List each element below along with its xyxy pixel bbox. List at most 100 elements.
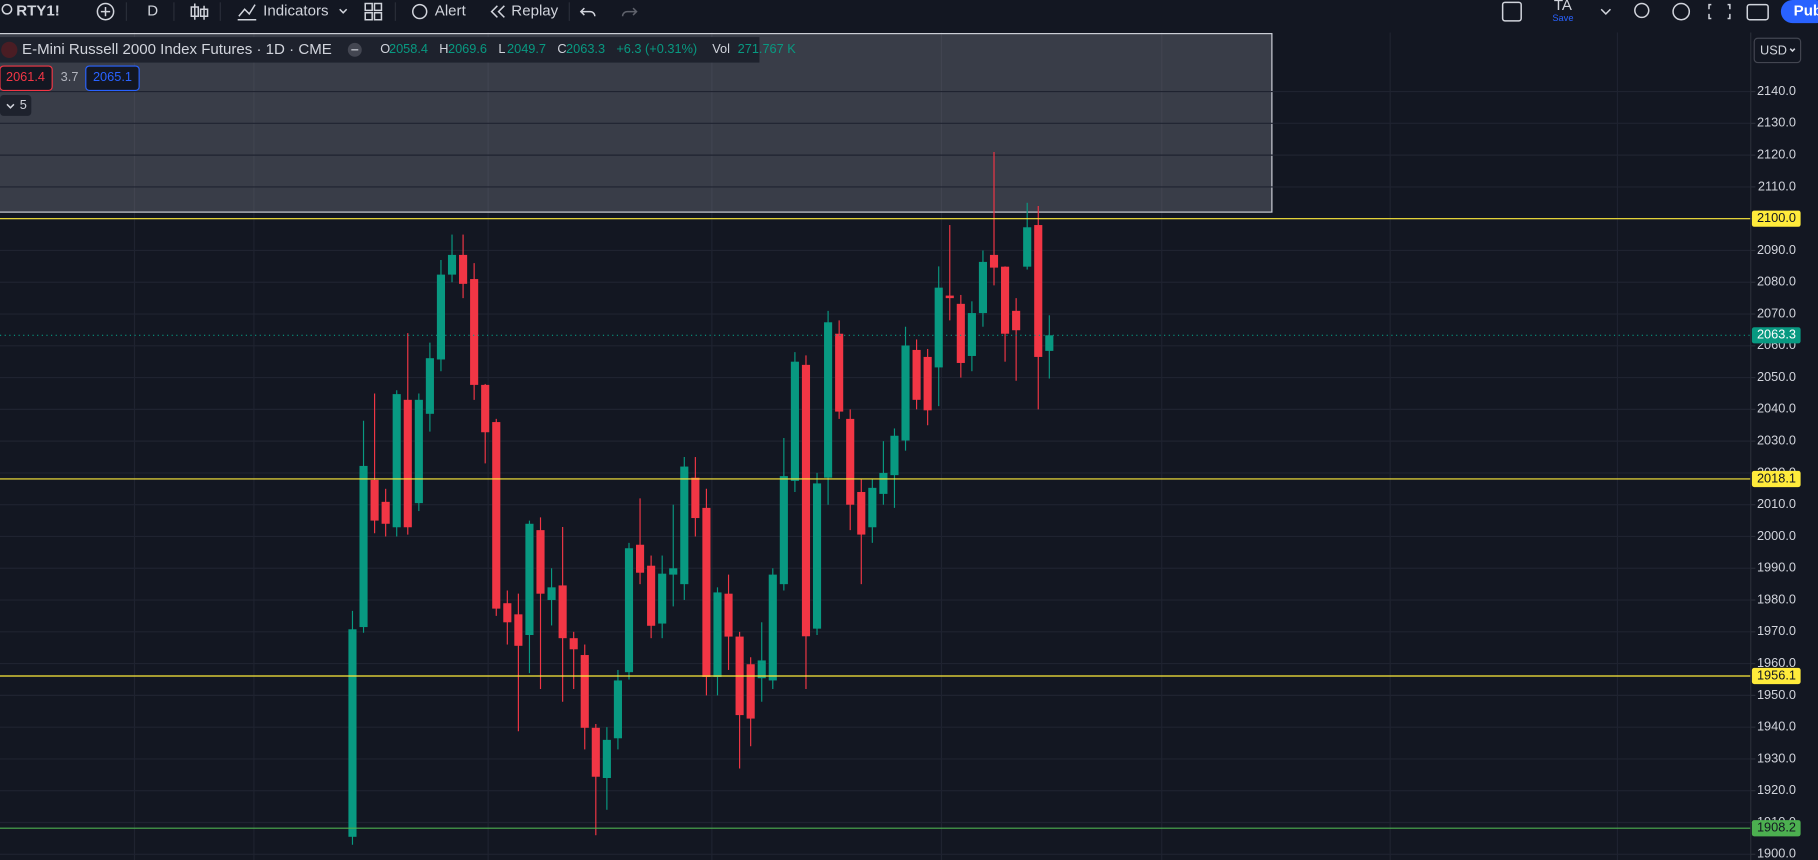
y-tick-label: 1940.0 [1757,719,1796,734]
y-tick-label: 2130.0 [1757,115,1796,130]
candle-body [989,254,999,268]
candle-body [1012,310,1021,331]
candle-body [879,472,888,494]
toolbar: RTY1! D Indicators Alert Replay TA Save … [1,0,1818,24]
candle-body [967,313,976,356]
search-icon[interactable] [1,3,13,15]
symbol[interactable]: RTY1! [16,3,60,20]
add-symbol[interactable] [96,2,115,21]
ohlc-label: H [439,41,448,56]
save[interactable]: Save [1552,13,1573,23]
change: +6.3 (+0.31%) [616,41,697,56]
candle-body [580,655,589,728]
replay-icon[interactable] [490,5,505,18]
alert-icon[interactable] [412,3,428,20]
volume-label: Vol [712,41,730,56]
candle-body [680,466,689,585]
candle-body [835,333,844,412]
candle-body [569,638,578,650]
sell-button[interactable] [0,65,53,91]
collapsed-count[interactable]: 5 [20,97,27,112]
candle-body [414,399,423,504]
volume: 271.767 K [738,41,797,56]
buy-price[interactable]: 2065.1 [93,69,132,84]
alert[interactable]: Alert [435,3,467,20]
y-tick-label: 2090.0 [1757,242,1796,257]
layout-dropdown[interactable] [1600,8,1611,15]
currency[interactable]: USD [1760,42,1787,57]
redo[interactable] [621,7,638,17]
ohlc-value: 2049.7 [507,41,546,56]
quick-search[interactable] [1634,2,1650,19]
y-tick-label: 2120.0 [1757,146,1796,161]
level-label-bg [1751,820,1801,837]
candle-body [547,587,556,601]
ohlc-label: O [380,41,390,56]
y-tick-label: 2000.0 [1757,528,1796,543]
candle-body [768,574,777,681]
ohlc-label: C [557,41,566,56]
candle-body [779,476,788,585]
collapse-chevron [6,103,15,109]
series-title[interactable]: E-Mini Russell 2000 Index Futures · 1D ·… [22,41,332,58]
candle-body [647,565,656,626]
last-price-bg [1751,327,1801,344]
publish[interactable]: Pub [1794,3,1818,20]
level-label: 1956.1 [1757,667,1796,682]
candle-body [470,279,479,385]
candle-body [757,660,766,679]
candle-body [536,530,545,594]
grid [133,32,1618,860]
sell-price[interactable]: 2061.4 [6,69,45,84]
y-tick-label: 2080.0 [1757,274,1796,289]
spread: 3.7 [61,69,79,84]
settings[interactable] [1672,2,1691,21]
snapshot[interactable] [1746,3,1769,21]
level-label-bg [1751,470,1801,488]
currency-button[interactable] [1753,37,1802,64]
layout-button[interactable] [1501,1,1522,22]
y-tick-label: 2010.0 [1757,496,1796,511]
add-symbol-plus [100,6,111,17]
undo[interactable] [579,7,596,17]
candle-body [403,399,412,528]
y-tick-label: 1950.0 [1757,687,1796,702]
candle-body [381,501,390,524]
y-tick-label: 2070.0 [1757,305,1796,320]
candle-body [923,356,932,411]
ohlc-value: 2069.6 [448,41,487,56]
fullscreen[interactable] [1708,3,1731,20]
candle-body [658,573,667,624]
chart-type[interactable] [190,3,209,20]
candle-body [370,479,379,521]
replay[interactable]: Replay [511,3,558,20]
indicators[interactable]: Indicators [263,3,328,20]
level-label-bg [1751,210,1801,227]
dropdown[interactable] [339,8,348,14]
candle-body [514,614,523,646]
price-axis: 1900.01910.01920.01930.01940.01950.01960… [1750,83,1801,860]
candle-body [934,287,943,368]
candle-body [447,254,457,275]
y-tick-label: 1900.0 [1757,846,1796,860]
y-tick-label: 1960.0 [1757,655,1796,670]
candle-body [624,548,634,673]
interval[interactable]: D [147,3,158,20]
layout-name[interactable]: TA [1554,0,1573,14]
buy-button[interactable] [85,65,140,91]
candle-body [436,274,446,360]
layouts[interactable] [364,2,383,21]
last-price-label: 2063.3 [1757,327,1796,342]
indicators-icon[interactable] [237,4,257,21]
candle-body [846,418,855,505]
candle-body [824,322,833,478]
y-tick-label: 1990.0 [1757,560,1796,575]
collapse-button[interactable] [0,95,32,116]
candle-body [669,568,678,575]
candle-body [525,523,534,635]
candle-body [425,358,434,414]
candle-body [1045,335,1054,351]
publish-button[interactable] [1780,0,1818,24]
